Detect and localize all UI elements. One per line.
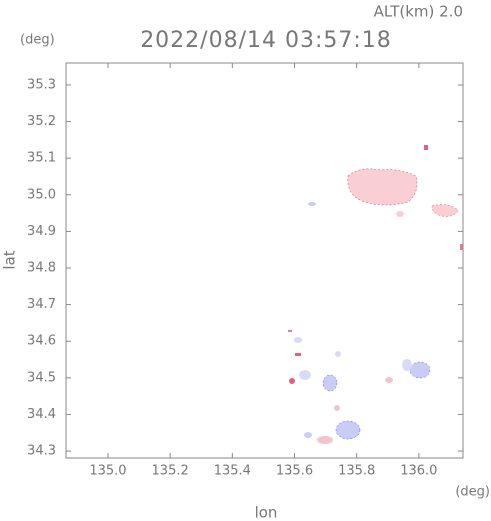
x-axis-label: lon [255,504,278,521]
y-tick-label: 34.6 [27,334,56,349]
y-tick-label: 34.4 [27,407,56,422]
y-tick-label: 35.2 [27,114,56,129]
x-tick-label: 135.0 [89,464,126,479]
y-tick-label: 34.9 [27,224,56,239]
y-axis-label: lat [1,250,19,269]
y-tick-label: 34.8 [27,261,56,276]
x-tick-label: 135.8 [338,464,375,479]
x-tick-label: 135.2 [152,464,189,479]
y-tick-label: 34.5 [27,370,56,385]
plot-frame [65,62,464,459]
x-tick-label: 136.0 [400,464,437,479]
y-tick-label: 34.3 [27,444,56,459]
y-tick-label: 34.7 [27,297,56,312]
chart-title: 2022/08/14 03:57:18 [140,28,392,53]
y-tick-label: 35.3 [27,77,56,92]
x-tick-label: 135.6 [276,464,313,479]
y-tick-label: 35.0 [27,187,56,202]
y-unit: (deg) [20,33,55,48]
x-tick-label: 135.4 [214,464,251,479]
x-unit: (deg) [455,485,490,500]
radar-echoes [288,145,463,444]
y-tick-label: 35.1 [27,151,56,166]
altitude-label: ALT(km) 2.0 [374,3,463,21]
